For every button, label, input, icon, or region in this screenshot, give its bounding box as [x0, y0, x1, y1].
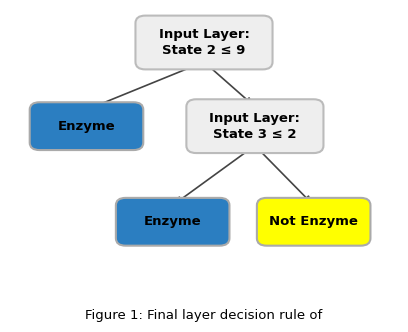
FancyBboxPatch shape	[30, 102, 143, 150]
Text: Input Layer:
State 2 ≤ 9: Input Layer: State 2 ≤ 9	[159, 28, 249, 57]
Text: Enzyme: Enzyme	[144, 215, 202, 228]
Text: Enzyme: Enzyme	[58, 120, 115, 133]
Text: Not Enzyme: Not Enzyme	[269, 215, 358, 228]
FancyBboxPatch shape	[135, 16, 273, 69]
FancyBboxPatch shape	[257, 198, 370, 246]
FancyBboxPatch shape	[186, 99, 324, 153]
FancyBboxPatch shape	[116, 198, 229, 246]
Text: Input Layer:
State 3 ≤ 2: Input Layer: State 3 ≤ 2	[209, 112, 300, 141]
Text: Figure 1: Final layer decision rule of: Figure 1: Final layer decision rule of	[85, 309, 323, 322]
